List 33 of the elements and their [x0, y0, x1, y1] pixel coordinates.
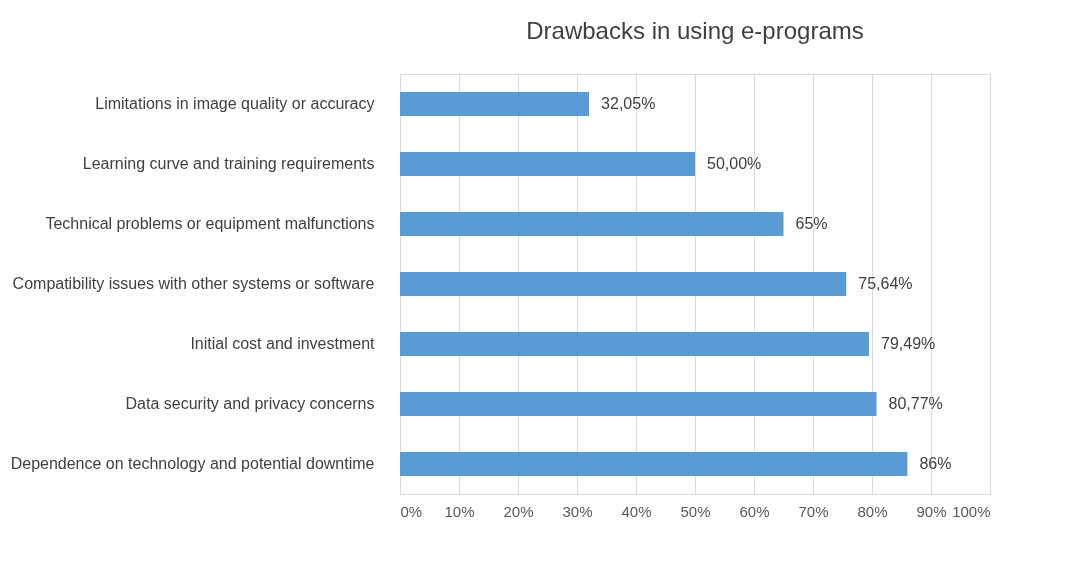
bar — [400, 272, 847, 296]
x-tick-label: 40% — [621, 502, 652, 520]
bar — [400, 332, 869, 356]
data-label: 32,05% — [601, 95, 656, 112]
x-tick-label: 100% — [952, 502, 991, 520]
y-tick-label: Dependence on technology and potential downtime — [10, 455, 375, 472]
x-tick-label: 70% — [798, 502, 829, 520]
y-tick-label: Technical problems or equipment malfunctions — [45, 215, 375, 232]
data-label: 80,77% — [888, 395, 943, 412]
data-label: 79,49% — [880, 335, 936, 352]
bar — [400, 92, 590, 116]
chart-title: Drawbacks in using e-programs — [526, 17, 864, 44]
x-tick-label: 30% — [562, 502, 593, 520]
bar — [400, 452, 908, 476]
data-label: 50,00% — [707, 155, 762, 172]
x-tick-label: 90% — [916, 502, 947, 520]
bar — [400, 152, 695, 176]
y-tick-label: Initial cost and investment — [190, 335, 376, 352]
bar — [400, 212, 784, 236]
x-tick-label: 20% — [503, 502, 534, 520]
data-label: 86% — [919, 455, 952, 472]
x-tick-label: 10% — [444, 502, 475, 520]
y-tick-label: Limitations in image quality or accuracy — [95, 95, 375, 112]
y-tick-label: Learning curve and training requirements — [82, 155, 375, 172]
data-label: 65% — [795, 215, 828, 232]
data-label: 75,64% — [858, 275, 913, 292]
y-tick-label: Compatibility issues with other systems or software — [12, 275, 375, 292]
x-tick-label: 50% — [680, 502, 711, 520]
x-tick-label: 60% — [739, 502, 770, 520]
x-tick-label: 0% — [400, 502, 423, 520]
y-tick-label: Data security and privacy concerns — [125, 395, 375, 412]
bar — [400, 392, 877, 416]
x-tick-label: 80% — [857, 502, 888, 520]
